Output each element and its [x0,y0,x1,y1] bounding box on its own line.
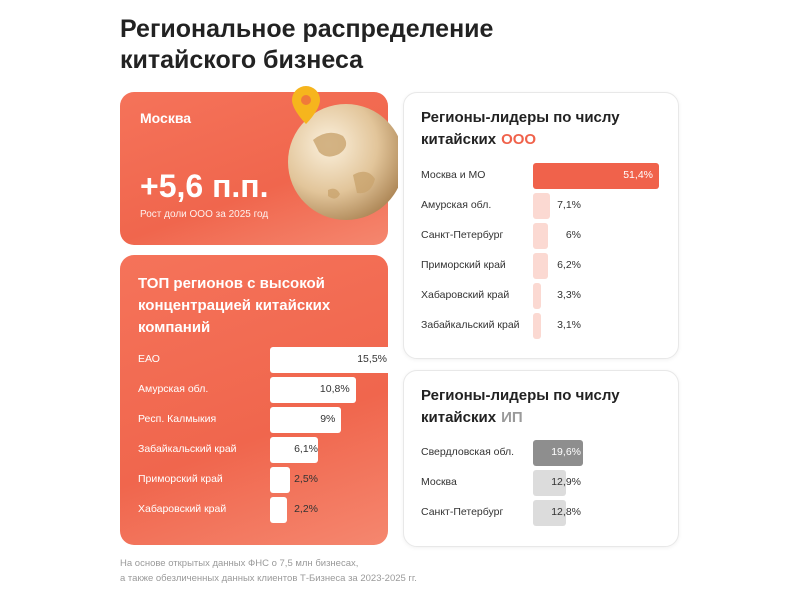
bar [533,470,566,496]
bar [533,440,583,466]
bar-list: Москва и МО 51,4% Амурская обл. 7,1% Санкт-П… [421,161,676,341]
footnote: а также обезличенных данных клиентов Т-Б… [120,573,417,584]
bar [270,497,288,523]
category-label: Москва и МО [421,169,486,181]
value-label: 7,1% [557,199,581,211]
bar [533,313,541,339]
bar-list: ЕАО 15,5% Амурская обл. 10,8% Респ. Калмыкия… [138,345,393,525]
bar-row: Свердловская обл. 19,6% [421,438,676,468]
value-label: 3,3% [557,289,581,301]
bar-row: Санкт-Петербург 12,8% [421,498,676,528]
bar [533,500,566,526]
chart-card: Регионы-лидеры по числу китайских ООО Мос… [403,92,679,359]
category-label: Хабаровский край [138,503,227,515]
category-label: Амурская обл. [421,199,492,211]
chart-card: Регионы-лидеры по числу китайских ИП Свер… [403,370,679,547]
bar-row: Санкт-Петербург 6% [421,221,676,251]
category-label: Респ. Калмыкия [138,413,217,425]
bar-list: Свердловская обл. 19,6% Москва 12,9% Санкт-П… [421,438,676,528]
bar [533,283,542,309]
bar [533,163,659,189]
bar [270,347,393,373]
category-label: Амурская обл. [138,383,209,395]
value-label: 3,1% [557,319,581,331]
globe-icon [288,86,398,220]
bar-row: Хабаровский край 2,2% [138,495,388,525]
bar [533,253,549,279]
value-label: 9% [320,413,336,425]
bar-row: Москва 12,9% [421,468,676,498]
category-label: Санкт-Петербург [421,506,504,518]
value-label: 10,8% [319,383,350,395]
bar-row: Амурская обл. 7,1% [421,191,676,221]
bar-row: Амурская обл. 10,8% [138,375,388,405]
category-label: Забайкальский край [421,319,520,331]
bar [270,377,356,403]
big-value: +5,6 п.п. [140,168,269,204]
value-label: 6,1% [294,443,318,455]
value-label: 12,8% [551,506,581,518]
bar [533,223,548,249]
value-label: 12,9% [551,476,581,488]
bar [533,193,551,219]
category-label: ЕАО [138,353,160,365]
title-accent: ИП [501,409,523,426]
value-label: 6% [565,229,581,241]
bar [270,407,342,433]
value-label: 6,2% [557,259,581,271]
category-label: Свердловская обл. [421,446,515,458]
bar-row: Москва и МО 51,4% [421,161,676,191]
bar-row: Забайкальский край 6,1% [138,435,388,465]
chart-title: Регионы-лидеры по числу китайских ИП [421,385,661,429]
title-text: Регионы-лидеры по числу китайских [421,109,620,148]
caption: Рост доли ООО за 2025 год [140,209,269,220]
bar [270,467,290,493]
title-text: Регионы-лидеры по числу китайских [421,387,620,426]
category-label: Хабаровский край [421,289,510,301]
page-title: Региональное распределение китайского би… [120,15,494,74]
chart-title: ТОП регионов с высокой концентрацией кит… [138,275,331,336]
bar-row: Приморский край 6,2% [421,251,676,281]
value-label: 15,5% [357,353,387,365]
value-label: 19,6% [551,446,581,458]
value-label: 2,2% [294,503,318,515]
bar-row: ЕАО 15,5% [138,345,393,375]
title-accent: ООО [501,131,537,148]
region: Москва [140,110,192,126]
chart-card: ТОП регионов с высокой концентрацией кит… [120,255,393,545]
value-label: 51,4% [623,169,653,181]
category-label: Москва [421,476,457,488]
category-label: Приморский край [138,473,223,485]
category-label: Забайкальский край [138,443,237,455]
value-label: 2,5% [294,473,318,485]
bar-row: Хабаровский край 3,3% [421,281,676,311]
bar-row: Забайкальский край 3,1% [421,311,676,341]
bar-row: Приморский край 2,5% [138,465,388,495]
bar [270,437,319,463]
bar-row: Респ. Калмыкия 9% [138,405,388,435]
footnote: На основе открытых данных ФНС о 7,5 млн … [120,558,359,569]
chart-title: Регионы-лидеры по числу китайских ООО [421,107,661,151]
category-label: Санкт-Петербург [421,229,504,241]
category-label: Приморский край [421,259,506,271]
